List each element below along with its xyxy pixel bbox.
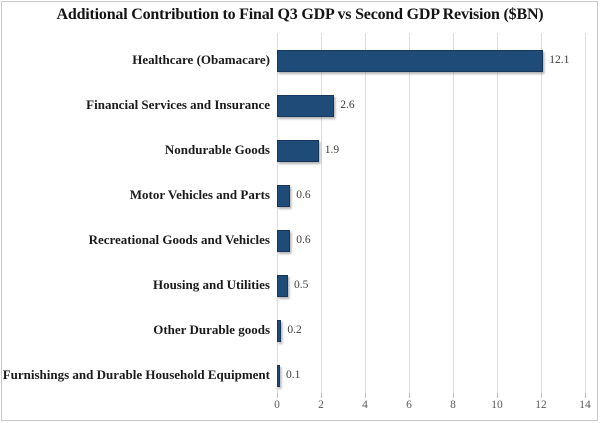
category-label: Recreational Goods and Vehicles — [88, 232, 270, 247]
x-axis-tick-mark — [453, 393, 454, 398]
bar — [277, 275, 288, 297]
x-axis-tick-label: 10 — [491, 399, 503, 411]
bar — [277, 230, 291, 252]
category-label: Motor Vehicles and Parts — [129, 187, 270, 202]
value-label: 0.2 — [287, 324, 302, 336]
bar — [277, 320, 282, 342]
x-axis-tick-mark — [541, 393, 542, 398]
value-label: 0.5 — [294, 279, 309, 291]
x-axis-tick-label: 0 — [274, 399, 280, 411]
x-axis-tick-label: 2 — [318, 399, 324, 411]
gridline — [497, 33, 498, 393]
x-axis-tick-mark — [585, 393, 586, 398]
x-axis-tick-label: 6 — [406, 399, 412, 411]
gridline — [365, 33, 366, 393]
value-label: 1.9 — [324, 144, 340, 156]
x-axis-tick-label: 8 — [450, 399, 456, 411]
value-label: 0.6 — [296, 234, 311, 246]
gridline — [321, 33, 322, 393]
bar — [277, 50, 544, 72]
value-label: 12.1 — [549, 54, 570, 66]
x-axis-tick-mark — [277, 393, 278, 398]
gridline — [453, 33, 454, 393]
x-axis-tick-label: 14 — [579, 399, 591, 411]
gridline — [409, 33, 410, 393]
category-label: Housing and Utilities — [152, 277, 270, 292]
x-axis-tick-mark — [365, 393, 366, 398]
bar — [277, 95, 335, 117]
category-label: Nondurable Goods — [164, 142, 270, 157]
category-label: Financial Services and Insurance — [86, 97, 270, 112]
category-label: Furnishings and Durable Household Equipm… — [2, 367, 270, 382]
x-axis-tick-mark — [409, 393, 410, 398]
x-axis-tick-mark — [497, 393, 498, 398]
x-axis-tick-mark — [321, 393, 322, 398]
x-axis-tick-label: 4 — [362, 399, 368, 411]
value-label: 0.1 — [286, 369, 301, 381]
value-label: 2.6 — [340, 99, 355, 111]
value-label: 0.6 — [296, 189, 311, 201]
bar — [277, 365, 280, 387]
x-axis-tick-label: 12 — [535, 399, 547, 411]
bar — [277, 185, 291, 207]
gridline — [585, 33, 586, 393]
category-label: Other Durable goods — [153, 322, 270, 337]
bar — [277, 140, 319, 162]
category-label: Healthcare (Obamacare) — [132, 52, 270, 67]
gridline — [541, 33, 542, 393]
chart-title: Additional Contribution to Final Q3 GDP … — [56, 6, 544, 23]
